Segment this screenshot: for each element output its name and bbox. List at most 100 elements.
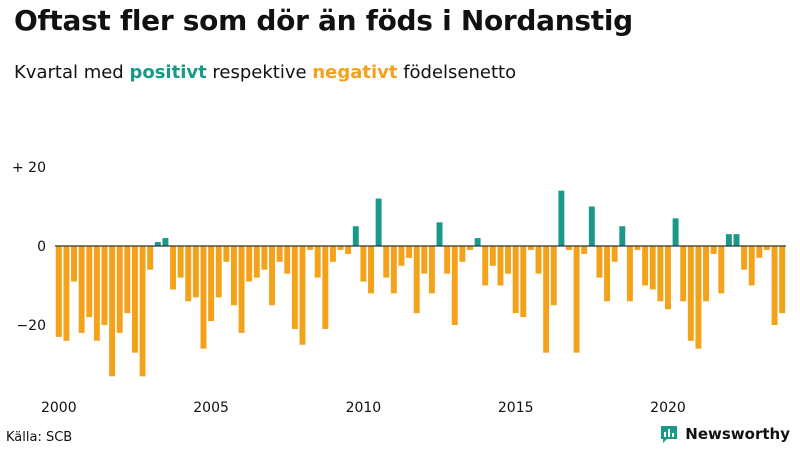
bar-2019-q2 bbox=[642, 246, 649, 286]
subtitle-text-pre: Kvartal med bbox=[14, 62, 130, 83]
newsworthy-logo: Newsworthy bbox=[659, 424, 790, 444]
chart-axes: + 20 0 −20 2000 2005 2010 2015 2020 bbox=[12, 160, 786, 416]
bar-2006-q1 bbox=[238, 246, 245, 333]
bar-2012-q2 bbox=[428, 246, 435, 294]
bar-series bbox=[55, 190, 786, 377]
bar-2015-q2 bbox=[520, 246, 527, 318]
bar-2009-q2 bbox=[337, 246, 344, 250]
bar-2019-q3 bbox=[649, 246, 656, 290]
bar-2007-q1 bbox=[269, 246, 275, 306]
bar-2003-q1 bbox=[147, 246, 154, 270]
bar-2021-q4 bbox=[718, 246, 725, 294]
bar-2008-q4 bbox=[322, 246, 329, 329]
bar-2004-q3 bbox=[192, 246, 199, 298]
bar-2000-q4 bbox=[78, 246, 85, 333]
bar-2004-q2 bbox=[185, 246, 192, 302]
bar-2005-q1 bbox=[208, 246, 215, 322]
subtitle-text-mid: respektive bbox=[206, 62, 313, 83]
bar-2009-q1 bbox=[329, 246, 336, 262]
bar-2011-q3 bbox=[406, 246, 413, 258]
bar-2001-q1 bbox=[86, 246, 93, 318]
source-note: Källa: SCB bbox=[6, 430, 73, 445]
y-tick-label: −20 bbox=[16, 318, 46, 334]
bar-2019-q1 bbox=[634, 246, 641, 250]
bar-2013-q3 bbox=[467, 246, 473, 250]
bar-2014-q2 bbox=[489, 246, 496, 266]
subtitle-text-post: födelsenetto bbox=[397, 62, 517, 83]
bar-2010-q3 bbox=[375, 198, 382, 246]
chart-subtitle: Kvartal med positivt respektive negativt… bbox=[14, 62, 516, 83]
bar-2006-q4 bbox=[261, 246, 268, 270]
bar-2018-q2 bbox=[611, 246, 618, 262]
bar-2001-q2 bbox=[93, 246, 100, 341]
bar-2011-q4 bbox=[413, 246, 420, 314]
bar-2001-q4 bbox=[109, 246, 116, 377]
bar-2002-q2 bbox=[124, 246, 131, 314]
bar-2005-q3 bbox=[223, 246, 230, 262]
bar-2003-q3 bbox=[162, 238, 169, 246]
bar-2023-q3 bbox=[771, 246, 778, 325]
bar-2018-q4 bbox=[626, 246, 633, 302]
bar-2013-q1 bbox=[451, 246, 458, 325]
x-tick-label: 2000 bbox=[41, 400, 77, 416]
bar-2022-q2 bbox=[733, 234, 740, 246]
bar-2023-q4 bbox=[779, 246, 786, 314]
bar-2023-q1 bbox=[756, 246, 763, 258]
bar-2009-q4 bbox=[352, 226, 359, 246]
bar-2021-q3 bbox=[710, 246, 717, 254]
bar-2008-q2 bbox=[307, 246, 314, 250]
bar-2014-q4 bbox=[505, 246, 512, 274]
x-tick-label: 2015 bbox=[498, 400, 534, 416]
bar-2003-q4 bbox=[170, 246, 176, 290]
y-tick-label: + 20 bbox=[12, 160, 46, 176]
subtitle-positive-word: positivt bbox=[129, 62, 207, 83]
bar-2013-q4 bbox=[474, 238, 481, 246]
bar-2020-q3 bbox=[680, 246, 687, 302]
bar-2022-q3 bbox=[741, 246, 748, 270]
bar-2021-q1 bbox=[695, 246, 702, 349]
bar-2018-q3 bbox=[619, 226, 626, 246]
bar-2017-q4 bbox=[596, 246, 603, 278]
bar-2010-q1 bbox=[360, 246, 367, 282]
bar-2007-q2 bbox=[276, 246, 283, 262]
bar-2008-q1 bbox=[299, 246, 306, 345]
bar-2009-q3 bbox=[345, 246, 352, 254]
bar-2016-q2 bbox=[550, 246, 557, 306]
bar-2011-q1 bbox=[390, 246, 397, 294]
x-tick-label: 2005 bbox=[193, 400, 229, 416]
bar-2011-q2 bbox=[398, 246, 405, 266]
bar-2020-q1 bbox=[665, 246, 671, 310]
bar-2016-q1 bbox=[543, 246, 550, 353]
y-tick-label: 0 bbox=[37, 239, 46, 255]
bar-2017-q3 bbox=[588, 206, 595, 246]
bar-chart-icon bbox=[661, 426, 678, 443]
bar-2007-q3 bbox=[284, 246, 291, 274]
bar-2021-q2 bbox=[703, 246, 710, 302]
bar-2006-q2 bbox=[246, 246, 253, 282]
bar-2020-q2 bbox=[672, 218, 679, 246]
bar-2012-q4 bbox=[444, 246, 451, 274]
bar-2017-q1 bbox=[573, 246, 580, 353]
bar-2004-q4 bbox=[200, 246, 207, 349]
subtitle-negative-word: negativt bbox=[312, 62, 398, 83]
bar-2018-q1 bbox=[604, 246, 611, 302]
bar-2015-q3 bbox=[527, 246, 534, 250]
bar-2023-q2 bbox=[763, 246, 770, 250]
bar-2006-q3 bbox=[253, 246, 260, 278]
bar-2005-q4 bbox=[230, 246, 237, 306]
bar-2022-q1 bbox=[725, 234, 732, 246]
bar-2010-q2 bbox=[368, 246, 374, 294]
bar-2016-q3 bbox=[558, 190, 565, 246]
bar-2019-q4 bbox=[657, 246, 664, 302]
bar-2003-q2 bbox=[154, 242, 161, 246]
bar-2000-q2 bbox=[63, 246, 70, 341]
bar-2002-q4 bbox=[139, 246, 146, 377]
bar-2022-q4 bbox=[748, 246, 755, 286]
bar-2000-q1 bbox=[55, 246, 62, 337]
bar-2008-q3 bbox=[314, 246, 321, 278]
bar-2015-q1 bbox=[512, 246, 519, 314]
bar-2004-q1 bbox=[177, 246, 184, 278]
bar-2014-q1 bbox=[482, 246, 489, 286]
bar-2000-q3 bbox=[71, 246, 78, 282]
